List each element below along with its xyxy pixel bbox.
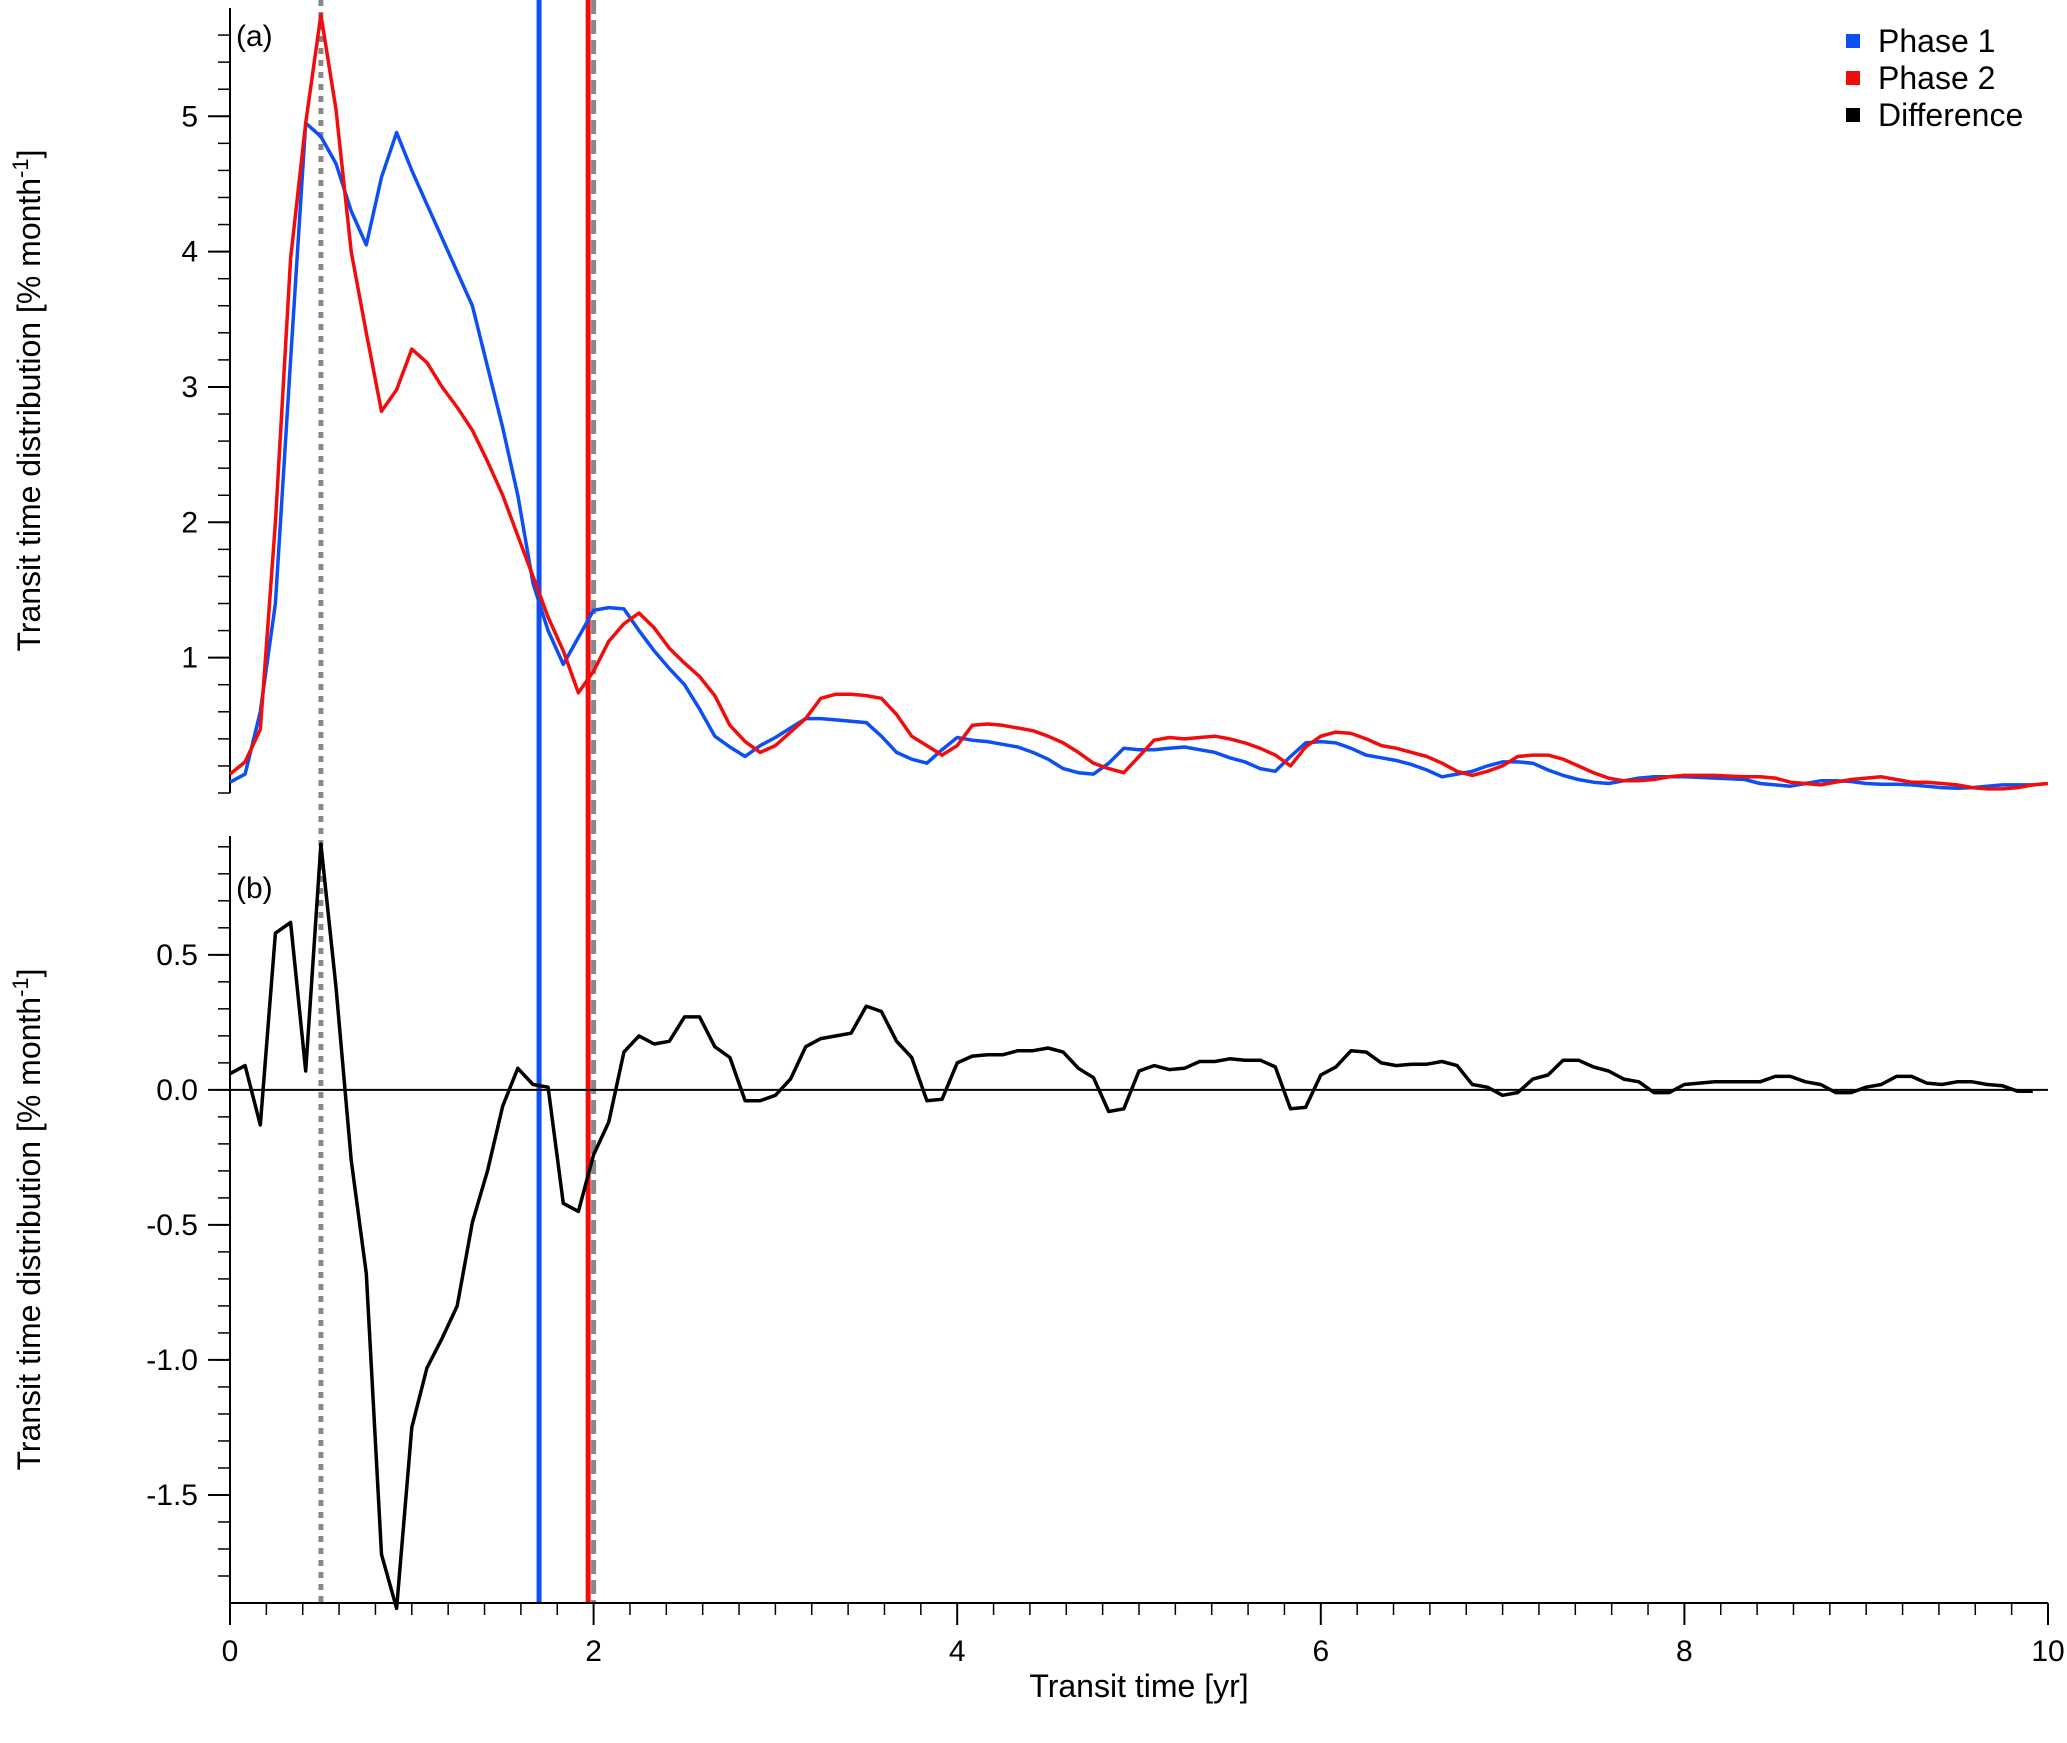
panel-label: (a) (236, 20, 273, 53)
y-tick-label: 4 (181, 236, 198, 269)
legend-swatch (1846, 108, 1860, 122)
x-tick-label: 6 (1312, 1635, 1329, 1668)
series-line-phase-2 (228, 13, 2049, 791)
y-tick-label: 0.5 (156, 939, 198, 972)
y-axis-title: Transit time distribution [% month-1] (8, 968, 48, 1470)
y-tick-label: 2 (181, 506, 198, 539)
y-tick-label: 1 (181, 642, 198, 675)
legend-swatch (1846, 71, 1860, 85)
panel-b: -1.5 -1.0 -0.5 0.0 0.5 (b) Transit time distri… (8, 836, 2048, 1611)
series-line-phase-1 (229, 121, 2033, 791)
x-tick-label: 4 (949, 1635, 966, 1668)
x-axis: 0 2 4 6 8 10 Transit time [yr] (222, 1602, 2065, 1704)
x-tick-label: 0 (222, 1635, 239, 1668)
y-tick-label: -0.5 (146, 1209, 198, 1242)
x-tick-label: 10 (2031, 1635, 2064, 1668)
y-axis-title: Transit time distribution [% month-1] (8, 149, 48, 651)
x-axis-title: Transit time [yr] (1029, 1668, 1248, 1704)
y-tick-label: -1.0 (146, 1344, 198, 1377)
y-tick-label: 0.0 (156, 1074, 198, 1107)
x-tick-label: 2 (585, 1635, 602, 1668)
legend-swatch (1846, 34, 1860, 48)
series-line-difference (229, 842, 2033, 1611)
y-tick-label: 5 (181, 100, 198, 133)
legend-label: Difference (1878, 97, 2023, 133)
legend-label: Phase 2 (1878, 60, 1995, 96)
y-tick-label: 3 (181, 371, 198, 404)
legend-label: Phase 1 (1878, 23, 1995, 59)
x-tick-label: 8 (1676, 1635, 1693, 1668)
y-tick-label: -1.5 (146, 1479, 198, 1512)
vertical-markers (318, 0, 597, 1603)
panel-a: 1 2 3 4 5 (a) Transit time distribution [% mon… (8, 8, 2049, 794)
panel-label: (b) (236, 872, 273, 905)
